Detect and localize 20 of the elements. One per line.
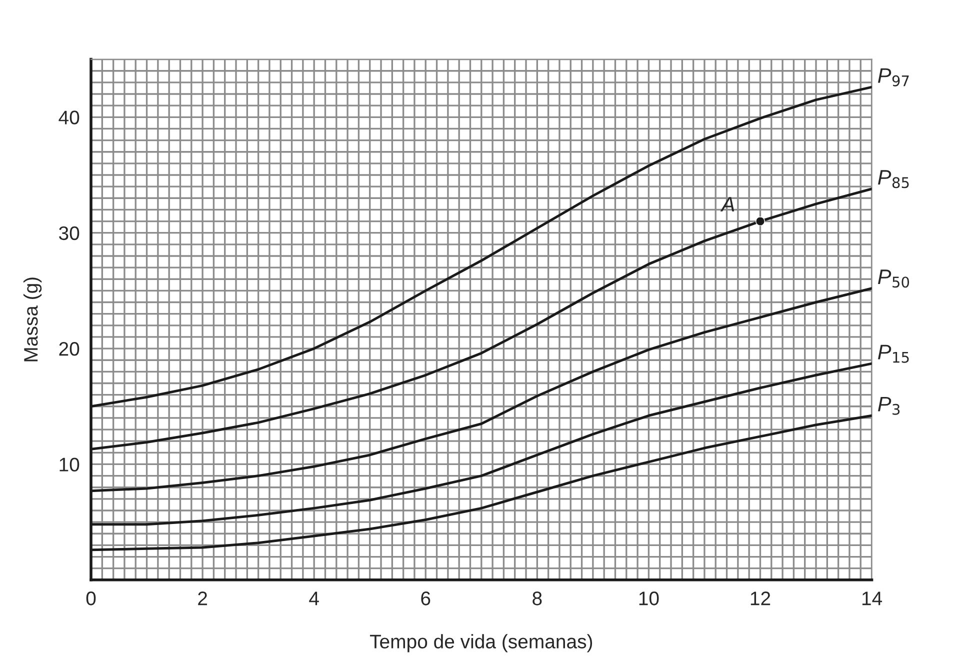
y-tick-label: 30 (59, 226, 80, 240)
series-label: P$_{50}$ (878, 270, 910, 288)
series-label: P$_{3}$ (878, 396, 900, 415)
x-tick-label: 14 (862, 592, 882, 606)
series-label: P$_{15}$ (878, 344, 909, 363)
x-tick-label: 2 (198, 592, 207, 606)
x-axis-title: Tempo de vida (semanas) (370, 634, 592, 652)
x-tick-label: 0 (86, 592, 96, 606)
x-tick-label: 8 (532, 592, 542, 606)
x-tick-label: 10 (639, 592, 659, 606)
y-tick-label: 10 (60, 458, 80, 472)
series-label: P$_{85}$ (878, 170, 909, 188)
x-tick-label: 6 (421, 592, 430, 606)
annotation: A (720, 197, 734, 212)
y-tick-label: 20 (59, 342, 80, 356)
y-tick-label: 40 (58, 110, 80, 124)
x-tick-label: 4 (309, 592, 319, 606)
x-tick-label: 12 (750, 592, 770, 606)
y-axis-title: Massa (g) (23, 278, 42, 362)
series-label: P$_{97}$ (878, 68, 909, 86)
